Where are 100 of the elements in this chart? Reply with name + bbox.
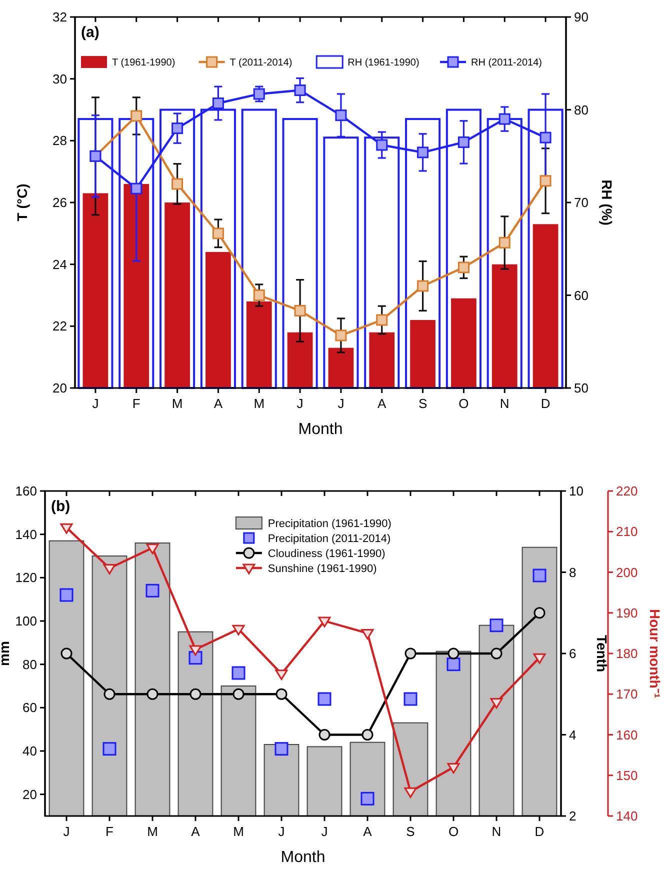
point — [404, 692, 418, 706]
point — [130, 110, 142, 122]
y-tick-label: 30 — [52, 71, 67, 86]
point — [318, 692, 332, 706]
y3-tick-label: 170 — [616, 686, 638, 702]
point — [360, 792, 374, 806]
point — [490, 618, 504, 632]
x-tick-label: J — [63, 824, 70, 839]
point — [490, 648, 502, 660]
x-tick-label: J — [278, 824, 285, 839]
point — [275, 670, 288, 680]
x-tick-label: M — [233, 824, 244, 839]
y-axis-title: T (°C) — [14, 184, 30, 222]
point — [294, 304, 306, 316]
legend-label: Cloudiness (1961-1990) — [268, 548, 386, 560]
legend-label: Precipitation (2011-2014) — [268, 532, 391, 545]
y-tick-label: 100 — [15, 614, 37, 629]
point — [335, 110, 347, 122]
legend-label: T (2011-2014) — [230, 58, 292, 68]
point — [376, 139, 388, 151]
y2-tick-label: 50 — [574, 380, 588, 396]
x-tick-label: S — [418, 396, 428, 411]
x-tick-label: A — [363, 824, 372, 839]
x-axis-title: Month — [298, 421, 343, 438]
point — [212, 228, 224, 240]
point — [458, 262, 470, 274]
point — [540, 132, 552, 144]
x-tick-label: J — [296, 396, 304, 411]
y3-tick-label: 150 — [616, 768, 638, 783]
y2-tick-label: 80 — [574, 102, 588, 118]
point — [404, 648, 416, 660]
x-tick-label: A — [191, 824, 200, 839]
point — [189, 645, 202, 656]
y3-tick-label: 200 — [616, 564, 638, 580]
y3-tick-label: 220 — [616, 484, 638, 499]
y-tick-label: 60 — [22, 700, 37, 716]
point — [498, 236, 510, 248]
point — [417, 146, 429, 158]
point — [458, 136, 470, 148]
y2-tick-label: 60 — [574, 288, 588, 303]
point — [212, 98, 224, 110]
y3-tick-label: 180 — [616, 646, 638, 662]
y-tick-label: 40 — [22, 744, 37, 759]
x-tick-label: S — [406, 824, 416, 839]
point — [172, 122, 184, 134]
point — [104, 688, 116, 700]
point — [362, 729, 374, 740]
annotation: (b) — [51, 498, 70, 515]
y3-tick-label: 190 — [616, 605, 638, 620]
y3-axis-title: Hour month⁻¹ — [647, 609, 663, 698]
point — [532, 568, 546, 582]
y-tick-label: 26 — [52, 195, 67, 210]
y2-axis-title: RH (%) — [599, 180, 615, 226]
point — [253, 88, 265, 100]
point — [172, 178, 184, 190]
point — [60, 523, 73, 534]
point — [294, 84, 306, 96]
point — [404, 787, 417, 798]
point — [446, 658, 460, 672]
legend-label: T (1961-1990) — [112, 58, 176, 68]
x-tick-label: F — [132, 396, 140, 411]
y-tick-label: 28 — [52, 133, 67, 148]
x-tick-label: F — [106, 824, 114, 839]
x-tick-label: A — [214, 396, 223, 411]
point — [534, 607, 546, 619]
y3-tick-label: 140 — [616, 808, 638, 824]
point — [376, 314, 388, 326]
point — [448, 648, 460, 660]
point — [318, 729, 330, 740]
y-tick-label: 24 — [52, 256, 67, 272]
y2-tick-label: 6 — [569, 646, 576, 662]
y3-tick-label: 210 — [616, 524, 638, 540]
point — [498, 113, 510, 125]
legend-label: RH (2011-2014) — [471, 58, 542, 68]
point — [188, 651, 202, 665]
y-axis-title: mm — [0, 641, 12, 666]
x-tick-label: A — [378, 396, 387, 411]
point — [190, 688, 202, 700]
legend-label: Precipitation (1961-1990) — [268, 518, 392, 530]
y2-tick-label: 2 — [569, 808, 576, 824]
point — [232, 666, 246, 680]
legend-label: RH (1961-1990) — [348, 58, 420, 68]
point — [490, 698, 503, 708]
point — [276, 688, 288, 700]
point — [146, 688, 158, 700]
legend-label: Sunshine (1961-1990) — [268, 562, 377, 575]
point — [60, 588, 74, 602]
y3-tick-label: 160 — [616, 727, 638, 742]
point — [232, 688, 244, 700]
y2-axis-title: Tenth — [594, 634, 610, 672]
x-tick-label: J — [92, 396, 99, 411]
y2-tick-label: 4 — [569, 727, 576, 742]
x-tick-label: D — [540, 396, 550, 411]
point — [361, 628, 374, 640]
y-tick-label: 32 — [52, 10, 67, 25]
x-tick-label: M — [147, 824, 158, 839]
y-tick-label: 20 — [22, 786, 37, 802]
x-tick-label: M — [172, 396, 183, 411]
point — [274, 742, 288, 756]
y2-tick-label: 8 — [569, 564, 576, 580]
